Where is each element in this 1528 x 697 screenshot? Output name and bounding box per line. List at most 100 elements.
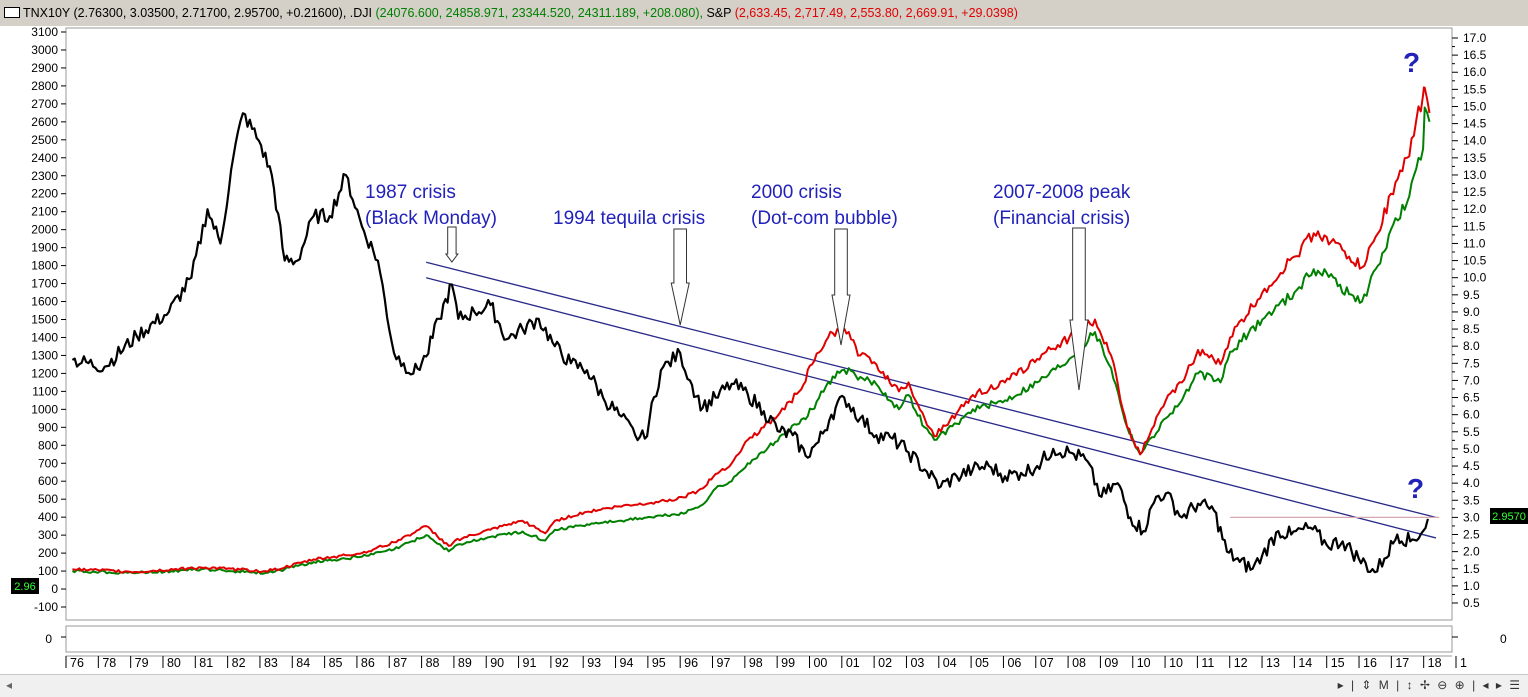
right-tick-label: 7.0 — [1463, 373, 1480, 387]
x-tick-label: 05 — [975, 656, 989, 670]
annotation-label: (Financial crisis) — [993, 208, 1130, 229]
x-tick-label: 86 — [361, 656, 375, 670]
x-tick-label: 01 — [846, 656, 860, 670]
right-tick-label: 9.5 — [1463, 288, 1480, 302]
x-tick-label: 02 — [878, 656, 892, 670]
x-tick-label: 85 — [329, 656, 343, 670]
chart-legend-bar: TNX10Y (2.76300, 3.03500, 2.71700, 2.957… — [0, 0, 1528, 26]
left-tick-label: 500 — [38, 492, 58, 506]
x-tick-label: 1 — [1460, 656, 1467, 670]
x-tick-label: 18 — [1428, 656, 1442, 670]
left-tick-label: 3100 — [31, 25, 58, 39]
left-tick-label: 300 — [38, 528, 58, 542]
annotation-label: (Dot-com bubble) — [751, 208, 898, 229]
x-tick-label: 80 — [167, 656, 181, 670]
left-tick-label: 1100 — [32, 384, 58, 398]
left-tick-label: 1000 — [31, 402, 58, 416]
plot-border — [65, 27, 1453, 621]
x-tick-label: 92 — [555, 656, 569, 670]
right-tick-label: 11.5 — [1463, 219, 1486, 233]
x-tick-label: 90 — [490, 656, 504, 670]
right-tick-label: 6.0 — [1463, 408, 1480, 422]
bottom-panel-border — [65, 625, 1453, 653]
annotation-arrow — [1069, 227, 1089, 391]
x-tick-label: 78 — [102, 656, 116, 670]
right-tick-label: 2.5 — [1463, 528, 1480, 542]
left-tick-label: 900 — [38, 420, 58, 434]
x-tick-label: 15 — [1331, 656, 1345, 670]
right-tick-label: 12.0 — [1463, 202, 1487, 216]
right-tick-label: 13.5 — [1463, 151, 1487, 165]
left-tick-label: 100 — [38, 564, 58, 578]
bottom-left-zero: 0 — [45, 632, 52, 646]
right-tick-label: 5.0 — [1463, 442, 1480, 456]
right-tick-label: 4.5 — [1463, 459, 1480, 473]
annotation-labels: 1987 crisis (Black Monday) 1994 tequila cr… — [365, 47, 1424, 504]
annotation-label: 1987 crisis — [365, 182, 456, 203]
x-tick-label: 94 — [620, 656, 634, 670]
left-tick-label: 200 — [38, 546, 58, 560]
x-tick-label: 95 — [652, 656, 666, 670]
price-chart[interactable]: -100010020030040050060070080090010001100… — [0, 0, 1528, 674]
left-tick-label: 800 — [38, 438, 58, 452]
x-tick-label: 79 — [135, 656, 149, 670]
left-tick-label: 2800 — [31, 79, 58, 93]
bottom-right-zero: 0 — [1500, 632, 1507, 646]
right-tick-label: 6.5 — [1463, 391, 1480, 405]
right-tick-label: 13.0 — [1463, 168, 1487, 182]
legend-tnx: TNX10Y (2.76300, 3.03500, 2.71700, 2.957… — [23, 6, 347, 20]
left-tick-label: 2100 — [31, 205, 58, 219]
chart-frame — [65, 27, 1453, 657]
right-tick-label: 8.5 — [1463, 322, 1480, 336]
x-tick-label: 84 — [296, 656, 310, 670]
right-tick-label: 4.0 — [1463, 476, 1480, 490]
left-tick-label: 1700 — [31, 277, 58, 291]
x-tick-label: 14 — [1298, 656, 1312, 670]
annotation-label: 1994 tequila crisis — [553, 208, 705, 229]
x-tick-label: 09 — [1104, 656, 1118, 670]
left-tick-label: 2200 — [31, 187, 58, 201]
scroll-left-icon[interactable]: ◂ — [6, 678, 13, 692]
left-tick-label: 2600 — [31, 115, 58, 129]
right-badge-text: 2.9570 — [1492, 511, 1526, 523]
chart-controls[interactable]: ▸ | ⇕ M | ↕ ✢ ⊖ ⊕ | ◂ ▸ ☰ — [1337, 678, 1522, 692]
x-tick-label: 98 — [749, 656, 763, 670]
channel-line — [426, 261, 1437, 519]
left-tick-label: 600 — [38, 474, 58, 488]
left-tick-label: 1200 — [31, 366, 58, 380]
right-tick-label: 3.0 — [1463, 510, 1480, 524]
right-tick-label: 0.5 — [1463, 596, 1480, 610]
annotation-label: ? — [1407, 473, 1424, 504]
right-tick-label: 15.5 — [1463, 82, 1487, 96]
left-tick-label: 2000 — [31, 223, 58, 237]
right-tick-label: 9.0 — [1463, 305, 1480, 319]
x-tick-label: 11 — [1201, 656, 1214, 670]
right-tick-label: 1.5 — [1463, 562, 1480, 576]
left-tick-label: 2400 — [31, 151, 58, 165]
x-tick-label: 81 — [199, 656, 213, 670]
left-tick-label: 2500 — [31, 133, 58, 147]
annotation-label: 2000 crisis — [751, 182, 842, 203]
left-tick-label: 1300 — [31, 348, 58, 362]
right-tick-label: 7.5 — [1463, 356, 1480, 370]
left-tick-label: 0 — [51, 582, 58, 596]
status-bar: ◂ ▸ | ⇕ M | ↕ ✢ ⊖ ⊕ | ◂ ▸ ☰ — [0, 674, 1528, 697]
left-tick-label: 700 — [38, 456, 58, 470]
right-tick-label: 3.5 — [1463, 493, 1480, 507]
legend-sp-values: (2,633.45, 2,717.49, 2,553.80, 2,669.91,… — [734, 6, 1018, 20]
left-tick-label: 1400 — [31, 330, 58, 344]
right-tick-label: 16.0 — [1463, 65, 1487, 79]
right-axis: 0.5 1.0 1.5 2.0 2.5 3.0 3.5 4.0 4.5 5.0 5.5 6.0 6.5 7… — [1452, 31, 1487, 638]
legend-sp-name: S&P — [702, 6, 735, 20]
left-tick-label: 1500 — [31, 313, 58, 327]
trend-channel — [426, 261, 1440, 539]
right-tick-label: 12.5 — [1463, 185, 1487, 199]
annotation-label: 2007-2008 peak — [993, 182, 1131, 203]
x-tick-label: 08 — [1072, 656, 1086, 670]
right-tick-label: 10.0 — [1463, 271, 1487, 285]
x-axis: 76 78 79 80 81 82 83 84 85 86 87 88 89 90 91 92 93 94 95 96… — [65, 656, 1467, 670]
x-tick-label: 76 — [70, 656, 84, 670]
left-tick-label: 2700 — [31, 97, 58, 111]
x-tick-label: 00 — [813, 656, 827, 670]
annotation-arrow — [670, 228, 690, 326]
